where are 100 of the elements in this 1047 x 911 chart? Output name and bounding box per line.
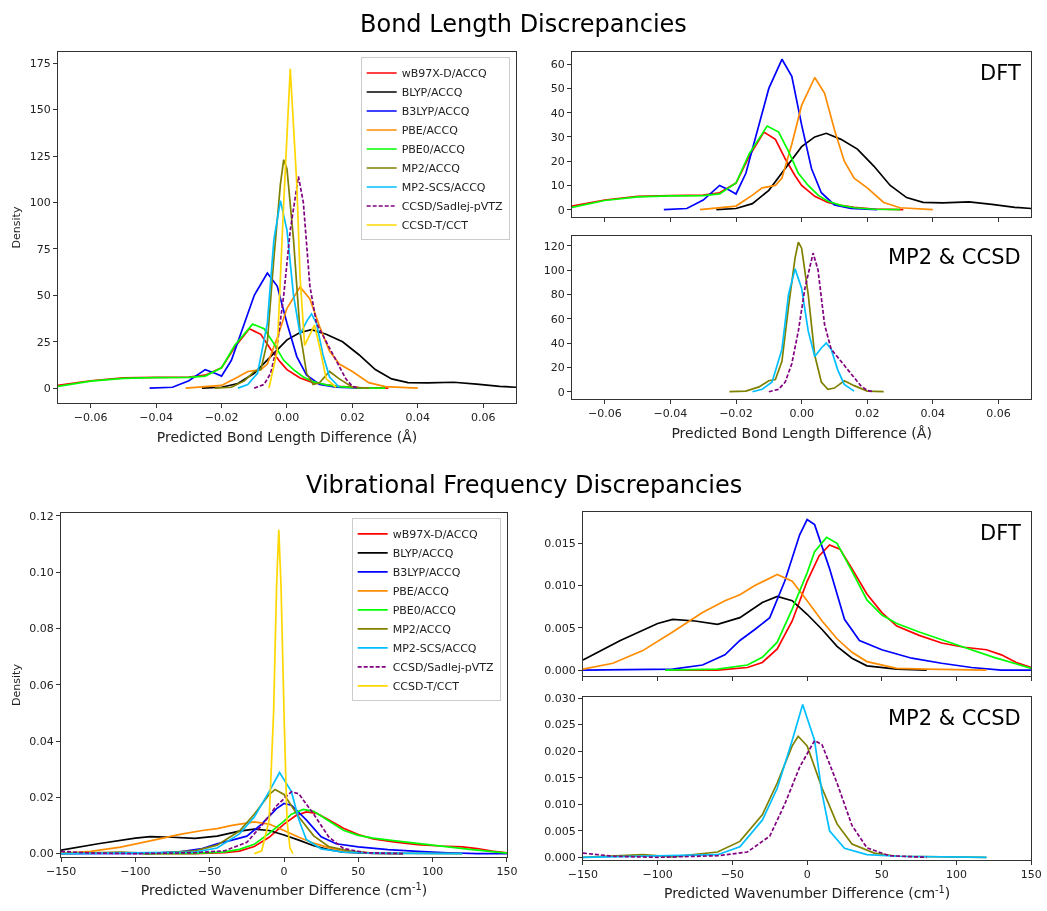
line-series (751, 268, 855, 393)
x-axis-title: Predicted Bond Length Difference (Å) (671, 424, 932, 441)
line-series (582, 595, 928, 671)
y-tick-label: 0.000 (544, 851, 576, 865)
legend-label: PBE0/ACCQ (392, 604, 457, 618)
y-tick-label: 40 (550, 106, 565, 120)
legend-label: PBE/ACCQ (401, 124, 459, 138)
x-tick-label: 50 (874, 868, 889, 882)
legend-label: wB97X-D/ACCQ (392, 528, 479, 542)
y-tick-label: 0 (557, 385, 565, 399)
x-tick-label: 100 (946, 868, 968, 882)
legend-label: MP2-SCS/ACCQ (392, 642, 477, 656)
x-tick-label: 100 (422, 865, 444, 879)
y-tick-label: 0.010 (544, 579, 576, 593)
y-tick-label: 150 (29, 103, 51, 117)
x-tick-label: −0.06 (587, 407, 622, 421)
line-series (715, 132, 1032, 211)
line-series (582, 573, 988, 671)
line-series (214, 158, 370, 390)
y-tick-label: 0.015 (544, 537, 576, 551)
x-axis-title: Predicted Wavenumber Difference (cm$^{-1}$) (663, 883, 951, 902)
line-series (699, 76, 934, 211)
line-series (662, 58, 878, 211)
x-tick-label: −100 (642, 868, 673, 882)
legend-label: BLYP/ACCQ (392, 547, 454, 561)
x-tick-label: 0.00 (274, 411, 300, 425)
legend-label: B3LYP/ACCQ (392, 566, 461, 580)
line-series (61, 771, 464, 855)
y-tick-label: 50 (36, 289, 51, 303)
y-tick-label: 100 (543, 263, 565, 277)
y-tick-label: 0.06 (29, 678, 54, 692)
x-tick-label: 0 (280, 865, 288, 879)
y-tick-label: 0.005 (544, 824, 576, 838)
chart-title: Bond Length Discrepancies (360, 10, 687, 38)
line-series (767, 252, 875, 393)
x-tick-label: 0.02 (855, 407, 880, 421)
x-tick-label: 0.04 (920, 407, 946, 421)
legend-label: CCSD/Sadlej-pVTZ (392, 661, 494, 675)
line-series (582, 739, 928, 859)
x-tick-label: 150 (1020, 868, 1042, 882)
y-tick-label: 0.08 (29, 622, 54, 636)
y-tick-label: 0.025 (544, 718, 576, 732)
y-tick-label: 0 (43, 382, 51, 396)
x-tick-label: −0.02 (204, 411, 239, 425)
y-tick-label: 0.010 (544, 798, 576, 812)
y-tick-label: 60 (550, 312, 565, 326)
legend-label: MP2-SCS/ACCQ (401, 181, 486, 195)
y-tick-label: 40 (550, 336, 565, 350)
y-tick-label: 0.04 (29, 734, 54, 748)
y-tick-label: 175 (29, 57, 51, 71)
y-tick-label: 0 (557, 203, 565, 217)
x-tick-label: 50 (351, 865, 366, 879)
x-tick-label: 0.06 (986, 407, 1011, 421)
y-tick-label: 0.030 (544, 691, 576, 705)
y-tick-label: 0.10 (29, 565, 54, 579)
y-tick-label: 0.00 (29, 847, 54, 861)
chart-title: Vibrational Frequency Discrepancies (306, 471, 743, 499)
legend-label: MP2/ACCQ (401, 162, 461, 176)
legend-label: PBE/ACCQ (392, 585, 450, 599)
y-tick-label: 50 (550, 82, 565, 96)
legend-label: CCSD-T/CCT (401, 219, 469, 233)
annotation: MP2 & CCSD (888, 245, 1021, 269)
y-tick-label: 20 (550, 155, 565, 169)
x-tick-label: −150 (45, 865, 77, 879)
line-series (268, 67, 337, 390)
line-series (201, 328, 516, 390)
x-tick-label: −150 (567, 868, 599, 882)
y-tick-label: 100 (29, 196, 51, 210)
y-tick-label: 60 (550, 58, 565, 71)
y-tick-label: 0.005 (544, 621, 576, 635)
y-tick-label: 10 (550, 179, 565, 193)
x-tick-label: −100 (120, 865, 151, 879)
x-tick-label: 0.00 (789, 407, 814, 421)
y-axis-title: Density (10, 206, 24, 249)
y-tick-label: 120 (543, 239, 565, 253)
x-tick-label: 150 (496, 865, 518, 879)
legend-label: B3LYP/ACCQ (401, 105, 470, 119)
y-tick-label: 0.02 (29, 791, 54, 805)
y-tick-label: 25 (36, 335, 51, 349)
line-series (184, 286, 419, 390)
x-tick-label: −50 (198, 865, 222, 879)
legend-label: PBE0/ACCQ (401, 143, 466, 157)
y-tick-label: 0.12 (29, 509, 54, 523)
annotation: DFT (980, 521, 1021, 545)
x-tick-label: −50 (720, 868, 745, 882)
y-tick-label: 30 (550, 130, 565, 144)
y-tick-label: 75 (36, 242, 51, 256)
annotation: DFT (980, 61, 1021, 85)
legend-label: MP2/ACCQ (392, 623, 452, 637)
line-series (61, 790, 404, 855)
x-tick-label: 0.02 (340, 411, 365, 425)
x-axis-title: Predicted Bond Length Difference (Å) (156, 428, 418, 445)
y-axis-title: Density (9, 663, 23, 706)
legend-label: wB97X-D/ACCQ (401, 67, 488, 81)
x-tick-label: 0 (803, 868, 811, 882)
line-series (237, 199, 341, 390)
y-tick-label: 0.015 (544, 771, 576, 785)
line-series (253, 175, 360, 390)
x-tick-label: −0.06 (73, 411, 108, 425)
y-tick-label: 125 (29, 149, 51, 163)
